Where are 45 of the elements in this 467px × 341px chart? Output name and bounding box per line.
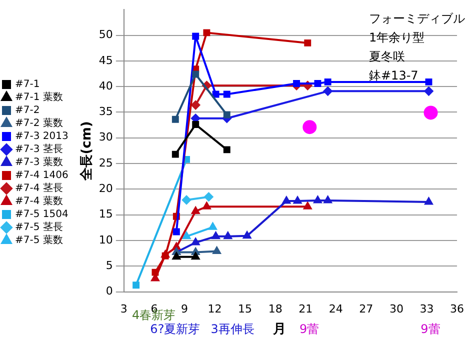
y-tick-label: 0	[106, 284, 113, 298]
y-tick-label: 50	[98, 28, 113, 42]
x-tick-label: 21	[298, 302, 313, 316]
x-tick-label: 36	[450, 302, 464, 316]
x-tick-label: 9	[180, 302, 188, 316]
x-tick-label: 27	[359, 302, 374, 316]
legend-label: #7-4 1406	[15, 170, 68, 182]
legend-label: #7-2	[15, 105, 40, 116]
y-tick-label: 25	[98, 156, 113, 170]
x-tick-label: 30	[389, 302, 404, 316]
x-tick-label: 33	[420, 302, 434, 316]
x-tick-label: 24	[328, 302, 343, 316]
text: 9蕾	[300, 322, 320, 336]
legend-label: #7-3 茎長	[15, 143, 63, 156]
legend-label: #7-4 茎長	[15, 182, 63, 194]
y-axis-title: 全長(cm)	[80, 121, 95, 182]
legend-label: #7-1	[15, 79, 40, 90]
legend-label: #7-3 葉数	[15, 156, 63, 168]
y-tick-label: 15	[98, 208, 113, 221]
legend-label: #7-2 葉数	[15, 117, 63, 130]
y-tick-label: 30	[98, 130, 113, 144]
y-tick-label: 5	[106, 259, 113, 272]
y-tick-label: 20	[98, 182, 113, 196]
legend-label: #7-5 1504	[15, 209, 68, 220]
x-tick-label: 3	[120, 302, 128, 316]
text: 6?夏新芽	[150, 322, 200, 336]
x-tick-label: 18	[268, 302, 282, 316]
text: 3再伸長	[210, 322, 254, 336]
annotation: 鉢#13-7	[369, 68, 418, 83]
annotation: フォーミディブル	[369, 12, 465, 26]
y-tick-label: 40	[98, 79, 113, 92]
legend-label: #7-5 葉数	[15, 234, 63, 246]
legend-label: #7-3 2013	[15, 131, 68, 142]
annotation: 夏冬咲	[369, 50, 405, 64]
text: 9蕾	[420, 322, 440, 336]
legend-label: #7-1 葉数	[15, 91, 63, 104]
y-tick-label: 45	[98, 54, 113, 67]
x-tick-label: 12	[208, 302, 222, 316]
legend-label: #7-5 茎長	[15, 221, 63, 234]
x-axis-title: 月	[272, 322, 286, 338]
y-tick-label: 35	[98, 105, 113, 118]
x-tick-label: 15	[238, 302, 252, 316]
annotation: 1年余り型	[369, 30, 425, 45]
legend-label: #7-4 葉数	[15, 195, 63, 208]
y-tick-label: 10	[98, 233, 113, 246]
